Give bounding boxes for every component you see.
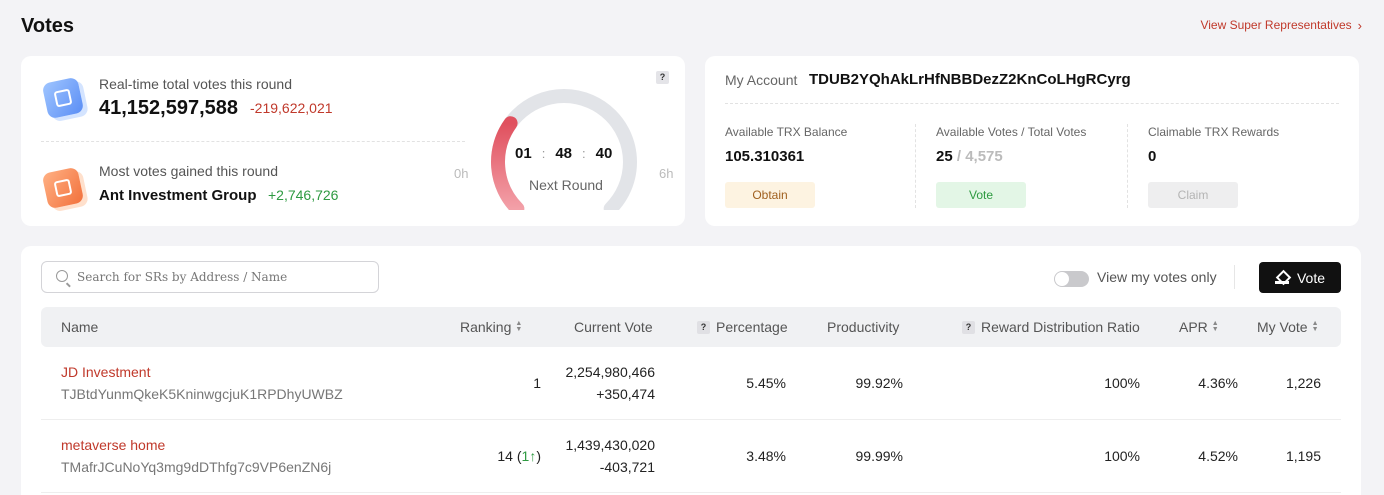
votes-total: 4,575 (965, 148, 1003, 165)
col-ranking-label: Ranking (460, 319, 512, 335)
ranking-value: 14 (497, 448, 513, 464)
account-address[interactable]: TDUB2YQhAkLrHfNBBDezZ2KnCoLHgRCyrg (809, 71, 1131, 88)
total-votes-label: Real-time total votes this round (99, 76, 292, 92)
col-my-vote[interactable]: My Vote ▲ ▼ (1257, 319, 1319, 335)
obtain-button[interactable]: Obtain (725, 182, 815, 208)
sr-name-link[interactable]: JD Investment (61, 364, 151, 380)
total-votes-value: 41,152,597,588 (99, 97, 239, 119)
search-box[interactable] (41, 261, 379, 293)
view-super-representatives-link[interactable]: View Super Representatives › (1200, 18, 1362, 32)
apr-cell: 4.36% (1198, 375, 1238, 391)
col-percentage: ? Percentage (697, 319, 788, 335)
gauge-max-label: 6h (659, 166, 674, 181)
col-ranking[interactable]: Ranking ▲ ▼ (460, 319, 522, 335)
vote-main-button-label: Vote (1296, 269, 1326, 286)
sort-icon: ▲ ▼ (515, 320, 523, 333)
most-votes-name: Ant Investment Group (99, 187, 257, 204)
sort-icon: ▲ ▼ (1211, 320, 1219, 333)
votes-value: 25 / 4,575 (936, 148, 1003, 165)
votes-label: Available Votes / Total Votes (936, 125, 1087, 139)
vote-delta-cell: +350,474 (596, 386, 655, 402)
vote-delta-cell: -403,721 (599, 459, 655, 475)
divider (915, 124, 916, 208)
timer-separator: : (582, 146, 586, 161)
col-productivity: Productivity (827, 319, 900, 335)
col-apr-label: APR (1179, 319, 1208, 335)
ranking-cell: 1 (533, 375, 541, 391)
table-header: Name Ranking ▲ ▼ Current Vote ? Percentage … (41, 307, 1341, 347)
divider (1127, 124, 1128, 208)
col-name: Name (61, 319, 99, 335)
reward-ratio-cell: 100% (1104, 448, 1140, 464)
rewards-label: Claimable TRX Rewards (1148, 125, 1280, 139)
total-votes-delta: -219,622,021 (250, 100, 333, 116)
votes-available: 25 (936, 148, 953, 165)
ballot-icon (1274, 272, 1289, 284)
percentage-cell: 3.48% (746, 448, 786, 464)
timer-separator: : (541, 146, 546, 161)
my-vote-cell: 1,195 (1285, 448, 1321, 464)
sr-address[interactable]: TJBtdYunmQkeK5KninwgcjuK1RPDhyUWBZ (61, 386, 343, 402)
apr-cell: 4.52% (1198, 448, 1238, 464)
arrow-up-icon: ↑ (529, 448, 537, 464)
rewards-value: 0 (1148, 148, 1157, 165)
current-vote-cell: 1,439,430,020 (565, 437, 655, 453)
divider (1234, 265, 1235, 289)
timer-hours: 01 (515, 145, 532, 162)
gauge-fill (491, 116, 525, 210)
productivity-cell: 99.92% (855, 375, 903, 391)
col-percentage-label: Percentage (716, 319, 788, 335)
sr-link-label: View Super Representatives (1200, 18, 1352, 32)
countdown-timer: 01 : 48 : 40 (515, 145, 612, 162)
help-icon[interactable]: ? (962, 320, 975, 334)
col-my-vote-label: My Vote (1257, 319, 1308, 335)
balance-label: Available TRX Balance (725, 125, 848, 139)
ranking-cell: 14 (1↑) (497, 448, 541, 464)
productivity-cell: 99.99% (855, 448, 903, 464)
vote-button[interactable]: Vote (936, 182, 1026, 208)
most-votes-label: Most votes gained this round (99, 163, 278, 179)
claim-button[interactable]: Claim (1148, 182, 1238, 208)
search-icon (56, 270, 68, 282)
ranking-change: 1 (521, 448, 530, 464)
most-votes-delta: +2,746,726 (268, 187, 339, 203)
timer-minutes: 48 (555, 145, 572, 162)
col-reward-ratio: ? Reward Distribution Ratio (962, 319, 1140, 335)
trophy-icon (41, 166, 85, 210)
sort-icon: ▲ ▼ (1311, 320, 1319, 333)
timer-seconds: 40 (595, 145, 613, 162)
vote-main-button[interactable]: Vote (1259, 262, 1341, 293)
ballot-icon (41, 76, 85, 120)
account-label: My Account (725, 72, 798, 88)
chevron-right-icon: › (1357, 17, 1362, 33)
my-votes-toggle[interactable] (1054, 271, 1089, 287)
table-row[interactable]: metaverse home TMafrJCuNoYq3mg9dDThfg7c9… (41, 420, 1341, 493)
percentage-cell: 5.45% (746, 375, 786, 391)
next-round-label: Next Round (529, 177, 603, 193)
divider (41, 141, 465, 142)
col-reward-ratio-label: Reward Distribution Ratio (981, 319, 1140, 335)
round-progress-gauge (491, 89, 637, 210)
my-votes-toggle-label: View my votes only (1097, 269, 1217, 285)
sr-address[interactable]: TMafrJCuNoYq3mg9dDThfg7c9VP6enZN6j (61, 459, 332, 475)
votes-slash: / (952, 148, 966, 165)
reward-ratio-cell: 100% (1104, 375, 1140, 391)
sr-table-card: View my votes only Vote Name Ranking▲▼ C… (21, 246, 1361, 495)
col-current-vote: Current Vote (574, 319, 653, 335)
account-card: My Account TDUB2YQhAkLrHfNBBDezZ2KnCoLHg… (705, 56, 1359, 226)
my-vote-cell: 1,226 (1285, 375, 1321, 391)
balance-value: 105.310361 (725, 148, 805, 165)
search-input[interactable] (77, 268, 367, 286)
gauge-min-label: 0h (454, 166, 469, 181)
col-apr[interactable]: APR ▲ ▼ (1179, 319, 1219, 335)
help-icon[interactable]: ? (656, 71, 669, 84)
page-title: Votes (21, 15, 74, 37)
table-row[interactable]: JD Investment TJBtdYunmQkeK5KninwgcjuK1R… (41, 347, 1341, 420)
current-vote-cell: 2,254,980,466 (565, 364, 655, 380)
help-icon[interactable]: ? (697, 320, 710, 334)
round-stats-card: Real-time total votes this round 41,152,… (21, 56, 685, 226)
divider (725, 103, 1339, 104)
sr-name-link[interactable]: metaverse home (61, 437, 166, 453)
